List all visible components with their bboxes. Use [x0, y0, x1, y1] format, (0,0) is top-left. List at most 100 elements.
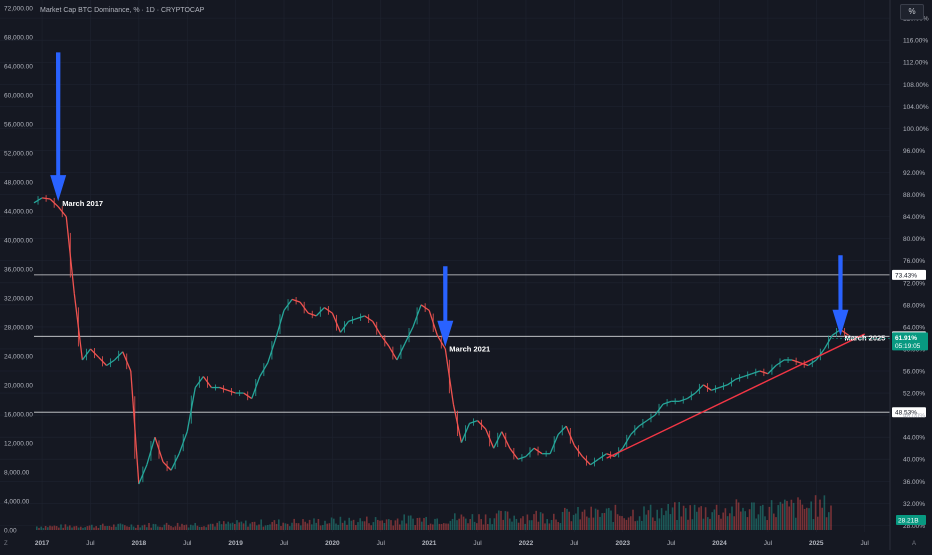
volume-bar — [469, 519, 471, 530]
volume-bar — [205, 527, 207, 530]
x-axis-tick-label: 2025 — [809, 540, 824, 547]
volume-bar — [819, 499, 821, 530]
volume-bar — [344, 520, 346, 530]
volume-bar — [223, 521, 225, 530]
right-axis-tick-label: 68.00% — [903, 302, 925, 309]
volume-bar — [185, 524, 188, 530]
volume-bar — [49, 525, 51, 530]
x-axis-tick-label: 2019 — [228, 540, 243, 547]
percent-scale-button[interactable]: % — [900, 4, 924, 20]
left-axis-tick-label: 40,000.00 — [4, 238, 33, 245]
hline-price-tag — [892, 269, 926, 280]
volume-bar — [66, 526, 69, 530]
grid-layer — [0, 0, 890, 532]
volume-bar — [297, 523, 300, 530]
x-axis-tick-label: Jul — [183, 540, 192, 547]
time-axis[interactable]: 2017 Jul 2018 Jul 2019 Jul 2020 Jul 2021 Jul 2022 J… — [35, 540, 870, 547]
volume-bar — [143, 524, 146, 530]
volume-bar — [229, 523, 232, 530]
left-axis-tick-label: 20,000.00 — [4, 383, 33, 390]
volume-bar — [306, 523, 309, 530]
volume-bar — [792, 502, 795, 530]
volume-bar — [570, 521, 573, 530]
volume-bar — [214, 526, 216, 530]
volume-bar — [548, 523, 551, 530]
horizontal-lines[interactable]: 73.43%62.29%48.53% — [34, 269, 926, 418]
volume-bar — [790, 499, 793, 530]
volume-bar — [165, 522, 168, 530]
volume-bar — [128, 526, 130, 530]
volume-bar — [546, 519, 548, 530]
left-axis-tick-label: 24,000.00 — [4, 354, 33, 361]
volume-bar — [487, 524, 489, 530]
volume-bar — [80, 526, 82, 530]
right-axis-tick-label: 96.00% — [903, 148, 925, 155]
left-axis-tick-label: 32,000.00 — [4, 296, 33, 303]
volume-bar — [132, 526, 135, 530]
series-layer — [33, 195, 849, 485]
volume-bar — [553, 513, 555, 530]
volume-bar — [599, 516, 601, 530]
volume-bar — [825, 517, 828, 530]
volume-bar — [256, 525, 258, 530]
volume-bar — [621, 516, 623, 530]
trendline-layer[interactable] — [606, 333, 865, 459]
volume-bar — [740, 511, 742, 530]
volume-bar — [141, 525, 144, 530]
volume-bar — [482, 524, 485, 530]
volume-bar — [641, 520, 643, 530]
volume-bar — [203, 526, 205, 530]
left-axis-tick-label: 64,000.00 — [4, 64, 33, 71]
volume-bar — [432, 524, 434, 530]
volume-bar — [669, 514, 672, 530]
x-axis-tick-label: Jul — [86, 540, 95, 547]
volume-bar — [806, 507, 808, 530]
volume-bar — [258, 524, 260, 530]
volume-bar — [724, 508, 727, 530]
volume-bar — [722, 512, 724, 530]
zoom-icon[interactable]: Z — [4, 541, 8, 547]
volume-bar — [759, 505, 762, 530]
volume-bar — [614, 504, 617, 530]
annotation-arrow — [832, 255, 849, 336]
volume-bar — [625, 519, 628, 530]
volume-bar — [412, 518, 414, 530]
volume-bar — [713, 509, 716, 530]
volume-bar — [324, 520, 326, 530]
hline-price-tag — [892, 407, 926, 418]
volume-bar — [267, 525, 269, 530]
volume-bar — [764, 516, 766, 530]
right-axis-tick-label: 56.00% — [903, 369, 925, 376]
right-axis-tick-label: 80.00% — [903, 236, 925, 243]
volume-bar — [71, 527, 73, 530]
volume-bar — [498, 510, 500, 530]
auto-scale-icon[interactable]: A — [912, 541, 916, 547]
volume-bar — [810, 501, 812, 530]
volume-bar — [698, 507, 700, 530]
volume-bar — [311, 524, 313, 530]
volume-bar — [616, 514, 619, 530]
volume-bar — [689, 505, 691, 530]
volume-bar — [779, 501, 782, 530]
volume-bar — [775, 517, 777, 530]
volume-bar — [808, 508, 810, 530]
volume-bar — [44, 526, 47, 530]
volume-bar — [671, 507, 674, 530]
volume-bar — [77, 527, 80, 530]
volume-bar — [401, 520, 403, 530]
volume-bar — [788, 506, 790, 530]
left-axis-tick-label: 52,000.00 — [4, 151, 33, 158]
volume-bar — [91, 524, 93, 530]
left-axis-tick-label: 60,000.00 — [4, 93, 33, 100]
left-axis-tick-label: 12,000.00 — [4, 441, 33, 448]
volume-bar — [51, 526, 53, 530]
volume-bar — [179, 526, 181, 530]
volume-bar — [152, 523, 155, 530]
volume-bar — [53, 525, 56, 530]
volume-bar — [766, 520, 768, 530]
volume-bar — [480, 519, 482, 530]
volume-bar — [696, 511, 698, 530]
x-axis-tick-label: Jul — [280, 540, 289, 547]
